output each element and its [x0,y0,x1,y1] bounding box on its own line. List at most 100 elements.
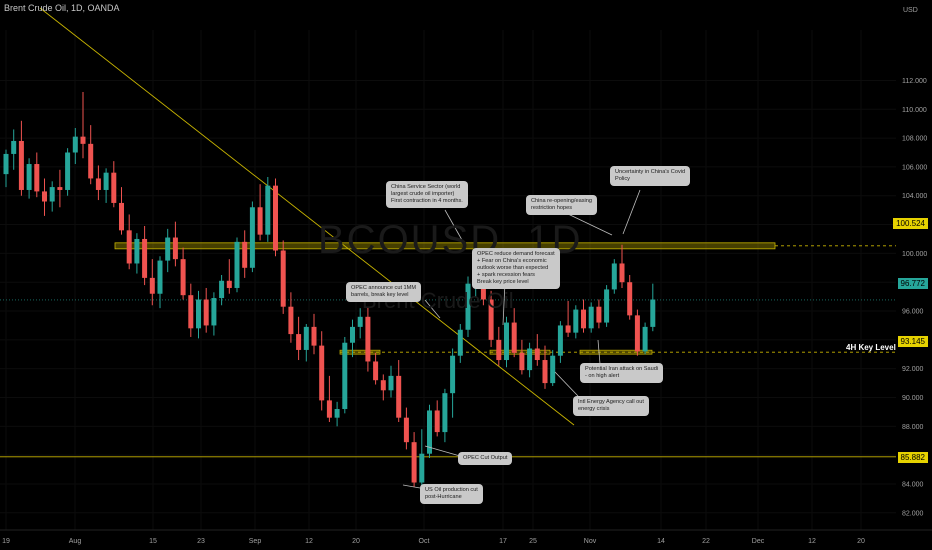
candle[interactable] [188,283,194,337]
candle[interactable] [149,259,155,306]
candle[interactable] [565,300,571,337]
candle[interactable] [511,308,517,358]
candle[interactable] [126,214,132,270]
candle[interactable] [249,201,255,273]
candle[interactable] [211,292,217,336]
annotation-opec-demand: OPEC reduce demand forecast + Fear on Ch… [472,248,560,289]
candle[interactable] [95,165,101,201]
candle[interactable] [80,91,86,159]
candle[interactable] [280,240,286,314]
candle-body [72,136,78,153]
candle[interactable] [427,404,432,459]
candle[interactable] [496,326,502,366]
candle[interactable] [504,316,509,368]
annotation-us-oil-hurricane: US Oil production cut post-Hurricane [420,484,483,504]
candle-body [165,237,171,261]
candle-body [611,263,617,290]
candle[interactable] [611,259,617,294]
candle[interactable] [157,256,163,309]
candle[interactable] [3,149,9,188]
candle[interactable] [311,313,317,355]
annotation-iea-energy-crisis: Intl Energy Agency call out energy crisi… [573,396,649,416]
candle[interactable] [265,177,271,242]
candle[interactable] [42,178,47,216]
candle[interactable] [234,237,240,293]
candle[interactable] [373,352,379,385]
candle[interactable] [419,429,425,486]
candle[interactable] [534,334,540,366]
candle[interactable] [542,345,548,389]
candle[interactable] [165,228,171,273]
candle[interactable] [57,169,63,208]
candle[interactable] [111,161,117,208]
candle[interactable] [450,348,456,418]
candle[interactable] [442,388,448,443]
candle[interactable] [257,184,263,241]
candle[interactable] [365,306,371,372]
candle[interactable] [588,302,594,333]
candle[interactable] [196,290,201,339]
candle[interactable] [627,275,633,320]
candle[interactable] [403,407,409,450]
candle[interactable] [596,299,602,329]
candle[interactable] [411,432,417,487]
candle[interactable] [319,331,325,411]
candle[interactable] [573,305,579,339]
candle[interactable] [642,322,648,355]
candle[interactable] [180,247,186,300]
candle[interactable] [527,342,533,378]
currency-label: USD [903,7,918,14]
candle[interactable] [49,181,55,212]
candle[interactable] [296,316,302,361]
candle[interactable] [396,360,402,422]
candle[interactable] [334,401,340,427]
candle[interactable] [388,365,394,398]
candle[interactable] [550,349,556,386]
candle[interactable] [604,285,610,327]
candle[interactable] [103,168,109,203]
candle[interactable] [619,244,625,288]
candle[interactable] [650,283,656,332]
candle[interactable] [172,221,178,267]
candle[interactable] [203,287,209,333]
candle[interactable] [357,308,363,339]
candle[interactable] [65,148,71,196]
candle[interactable] [72,128,78,165]
candle-body [242,241,248,268]
candle[interactable] [134,233,140,274]
candle[interactable] [142,226,148,286]
candle[interactable] [488,290,494,348]
candle[interactable] [634,309,640,356]
candle[interactable] [465,276,471,337]
candle-body [3,153,9,175]
downtrend-line[interactable] [39,7,575,426]
candle-body [180,259,186,296]
candle-body [496,339,502,361]
candle[interactable] [342,336,348,414]
candle-body [488,299,494,340]
candle[interactable] [26,158,32,199]
candle[interactable] [119,187,124,235]
candle[interactable] [557,321,563,363]
candle[interactable] [11,129,17,170]
candle[interactable] [457,324,463,363]
candle[interactable] [226,259,232,294]
candle[interactable] [18,120,24,196]
candle[interactable] [219,275,225,306]
candle[interactable] [519,339,525,375]
candle[interactable] [288,292,294,343]
candle[interactable] [581,299,586,333]
candle-body [65,152,71,190]
candle[interactable] [380,374,386,401]
candle[interactable] [34,152,40,198]
candle-body [573,309,579,333]
candle[interactable] [88,125,94,185]
candle-body [311,326,317,346]
candle[interactable] [303,324,309,362]
candle[interactable] [434,400,440,437]
candle[interactable] [350,319,355,358]
candle[interactable] [326,375,332,422]
candle[interactable] [273,178,278,257]
candle[interactable] [242,230,248,278]
